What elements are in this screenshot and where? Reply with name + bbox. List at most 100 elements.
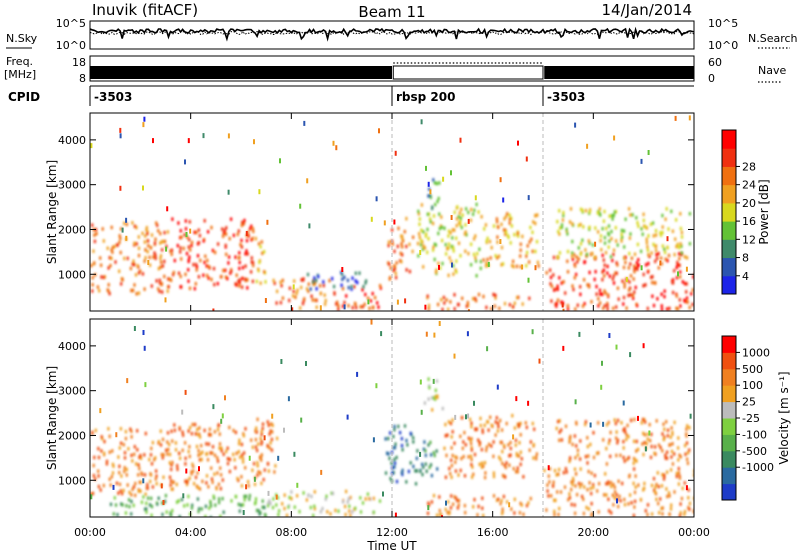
heatmap-cell: [594, 255, 597, 259]
heatmap-cell: [419, 469, 422, 474]
heatmap-speck: [589, 422, 592, 428]
heatmap-cell: [556, 255, 560, 259]
heatmap-cell: [235, 451, 238, 456]
heatmap-cell: [592, 431, 595, 435]
heatmap-cell: [608, 239, 611, 243]
heatmap-cell: [485, 239, 488, 244]
heatmap-cell: [132, 485, 136, 489]
heatmap-cell: [496, 240, 499, 244]
heatmap-cell: [351, 276, 354, 280]
heatmap-cell: [204, 504, 207, 509]
heatmap-cell: [445, 252, 448, 256]
heatmap-cell: [692, 275, 694, 279]
heatmap-cell: [504, 214, 508, 219]
heatmap-cell: [112, 464, 115, 468]
heatmap-cell: [453, 210, 456, 215]
heatmap-cell: [494, 293, 497, 298]
heatmap-speck: [420, 409, 423, 415]
heatmap-speck: [227, 189, 230, 195]
heatmap-speck: [125, 235, 128, 241]
heatmap-cell: [653, 451, 656, 456]
heatmap-cell: [590, 471, 593, 475]
heatmap-cell: [556, 287, 559, 291]
heatmap-cell: [238, 280, 241, 285]
heatmap-speck: [147, 260, 150, 265]
colorbar-tick-label: 28: [742, 160, 756, 173]
heatmap-cell: [167, 285, 170, 289]
heatmap-cell: [253, 501, 257, 506]
heatmap-cell: [432, 248, 435, 252]
heatmap-cell: [683, 481, 686, 485]
heatmap-cell: [454, 469, 457, 473]
heatmap-speck: [292, 284, 295, 290]
heatmap-speck: [142, 185, 144, 191]
heatmap-cell: [267, 503, 270, 508]
heatmap-cell: [507, 443, 510, 447]
heatmap-cell: [477, 438, 480, 442]
heatmap-cell: [675, 218, 678, 222]
nsky-label: N.Sky: [6, 32, 38, 45]
heatmap-cell: [114, 503, 118, 507]
heatmap-cell: [195, 230, 198, 235]
heatmap-cell: [346, 278, 349, 283]
heatmap-cell: [623, 497, 626, 502]
heatmap-cell: [666, 470, 669, 474]
heatmap-cell: [628, 251, 631, 256]
heatmap-cell: [259, 245, 262, 249]
heatmap-cell: [519, 462, 522, 467]
heatmap-cell: [233, 458, 236, 462]
heatmap-cell: [646, 512, 649, 517]
heatmap-cell: [631, 213, 634, 217]
heatmap-cell: [500, 499, 503, 503]
heatmap-cell: [141, 231, 144, 236]
heatmap-cell: [341, 304, 345, 308]
heatmap-cell: [208, 433, 211, 437]
heatmap-cell: [450, 435, 453, 439]
heatmap-cell: [242, 503, 245, 507]
heatmap-cell: [511, 413, 514, 418]
heatmap-cell: [205, 264, 208, 268]
heatmap-cell: [651, 275, 654, 279]
heatmap-cell: [622, 455, 625, 460]
heatmap-cell: [310, 294, 313, 298]
heatmap-cell: [371, 291, 374, 296]
heatmap-cell: [97, 469, 100, 473]
heatmap-cell: [612, 306, 615, 311]
heatmap-cell: [425, 469, 428, 473]
heatmap-cell: [562, 470, 565, 475]
heatmap-cell: [521, 302, 524, 306]
heatmap-cell: [427, 236, 430, 241]
heatmap-cell: [549, 275, 553, 280]
heatmap-cell: [584, 420, 587, 424]
heatmap-cell: [255, 279, 258, 284]
heatmap-speck: [220, 418, 223, 424]
heatmap-cell: [607, 441, 610, 445]
heatmap-cell: [666, 494, 669, 499]
heatmap-cell: [400, 436, 403, 441]
heatmap-cell: [611, 258, 614, 263]
heatmap-cell: [661, 449, 664, 453]
heatmap-cell: [202, 239, 205, 243]
heatmap-cell: [341, 272, 344, 277]
heatmap-cell: [479, 423, 482, 428]
heatmap-cell: [256, 464, 259, 468]
colorbar-segment: [722, 385, 736, 403]
heatmap-cell: [287, 505, 290, 509]
heatmap-cell: [687, 451, 690, 455]
heatmap-cell: [162, 453, 165, 457]
heatmap-cell: [205, 442, 208, 446]
heatmap-cell: [571, 442, 574, 447]
heatmap-cell: [211, 480, 214, 484]
heatmap-cell: [452, 272, 455, 276]
heatmap-cell: [492, 292, 495, 297]
heatmap-cell: [337, 304, 340, 308]
heatmap-cell: [453, 495, 456, 499]
heatmap-cell: [611, 217, 614, 221]
heatmap-cell: [585, 505, 588, 510]
heatmap-speck: [271, 413, 274, 419]
heatmap-cell: [478, 462, 481, 467]
heatmap-cell: [207, 230, 210, 234]
heatmap-cell: [250, 270, 253, 274]
heatmap-cell: [137, 291, 141, 295]
heatmap-cell: [452, 246, 455, 250]
